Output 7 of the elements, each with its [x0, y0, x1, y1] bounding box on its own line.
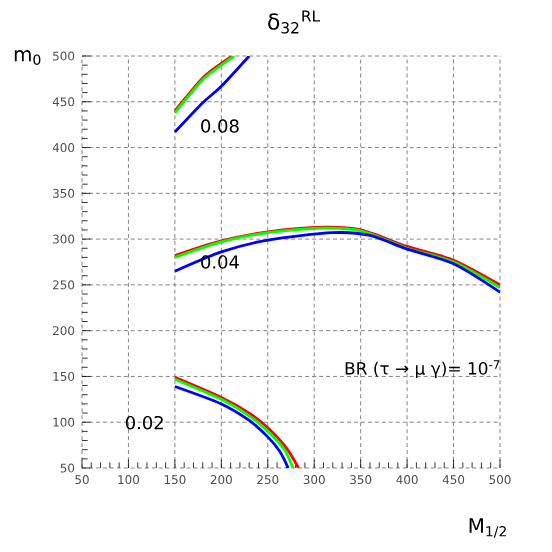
- annotation: 0.02: [125, 415, 163, 430]
- annotation: BR (τ → μ γ)= 10$^{-7}$: [345, 360, 500, 379]
- annotation: 0.04: [201, 255, 239, 269]
- annotation: 0.08: [201, 119, 239, 133]
- line-series: [173, 56, 251, 134]
- x-axis-title: M$_{1/2}$: [469, 518, 506, 538]
- y-axis-title: m$_{0}$: [14, 50, 41, 65]
